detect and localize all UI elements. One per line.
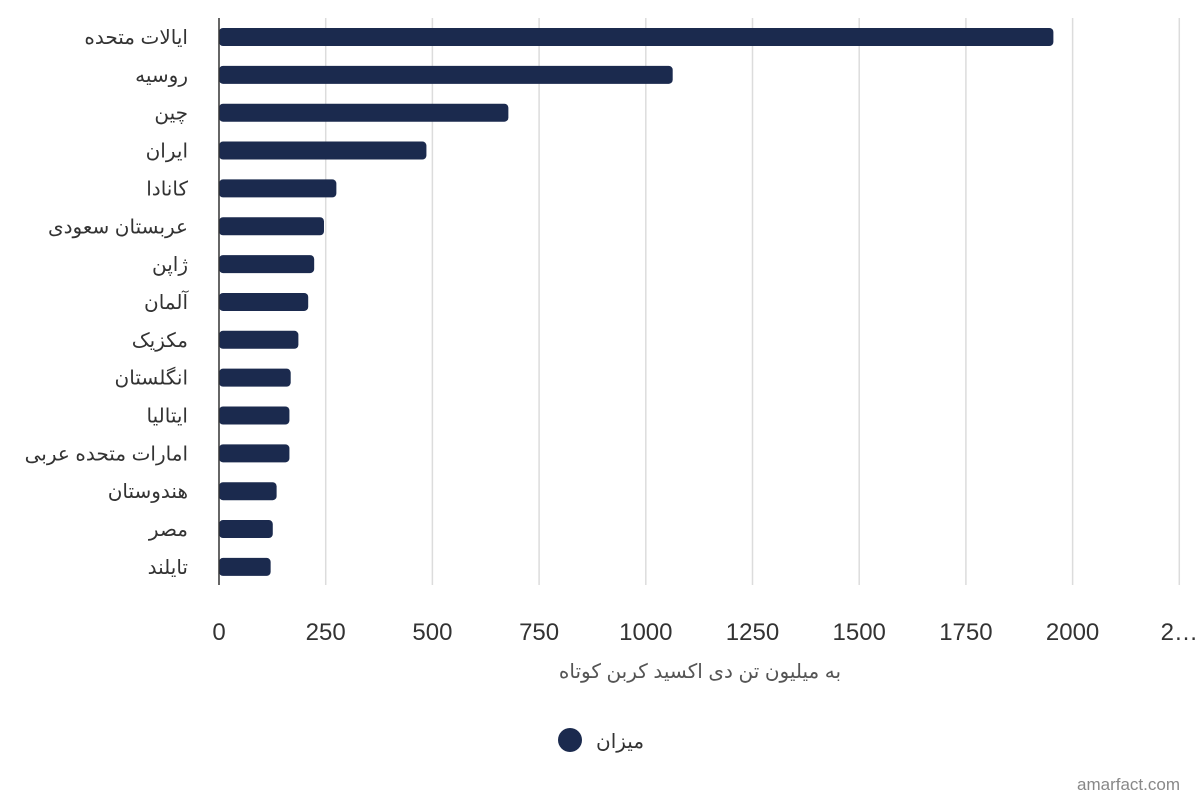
category-label: امارات متحده عربی (25, 443, 188, 465)
bar (219, 28, 1054, 46)
legend-swatch (558, 728, 582, 752)
category-label: آلمان (144, 289, 189, 314)
credit-text: amarfact.com (1077, 775, 1180, 794)
x-tick-label: 2000 (1046, 619, 1099, 646)
bar (219, 444, 290, 463)
bar (219, 65, 673, 84)
bar (219, 179, 337, 198)
category-label: مکزیک (132, 330, 188, 352)
category-label: ژاپن (152, 254, 188, 277)
x-tick-label: 1250 (726, 619, 779, 646)
gridlines (324, 18, 1181, 585)
bar (219, 255, 315, 274)
category-label: ایالات متحده (84, 27, 188, 49)
category-label: ایتالیا (147, 406, 188, 428)
x-axis-title: به میلیون تن دی اکسید کربن کوتاه (559, 661, 841, 683)
x-tick-label: 750 (519, 619, 559, 646)
category-label: انگلستان (115, 367, 188, 390)
x-tick-labels: 0 250 500 750 1000 1250 1500 1750 2000 2… (212, 619, 1198, 646)
bar (219, 103, 509, 122)
bar (219, 217, 324, 236)
bar (219, 330, 299, 349)
x-tick-label: 250 (306, 619, 346, 646)
bar (219, 368, 291, 387)
category-label: هندوستان (108, 481, 188, 503)
bar (219, 557, 271, 576)
category-label: تایلند (148, 557, 188, 579)
x-tick-label: 2… (1161, 619, 1198, 646)
legend: میزان (558, 728, 644, 753)
category-label: روسیه (135, 65, 188, 87)
x-tick-label: 1500 (833, 619, 886, 646)
bar (219, 141, 427, 160)
x-tick-label: 1750 (939, 619, 992, 646)
category-labels: ایالات متحده روسیه چین ایران کانادا عربستان س… (25, 27, 190, 579)
x-tick-label: 500 (412, 619, 452, 646)
bar (219, 482, 277, 501)
bars (219, 28, 1054, 576)
bar (219, 292, 309, 311)
category-label: چین (154, 103, 188, 125)
x-tick-label: 0 (212, 619, 225, 646)
bar (219, 406, 290, 425)
bar (219, 520, 273, 539)
category-label: مصر (148, 519, 188, 541)
category-label: ایران (146, 141, 188, 163)
category-label: کانادا (146, 178, 188, 200)
category-label: عربستان سعودی (48, 216, 188, 238)
legend-label: میزان (596, 731, 644, 753)
x-tick-label: 1000 (619, 619, 672, 646)
